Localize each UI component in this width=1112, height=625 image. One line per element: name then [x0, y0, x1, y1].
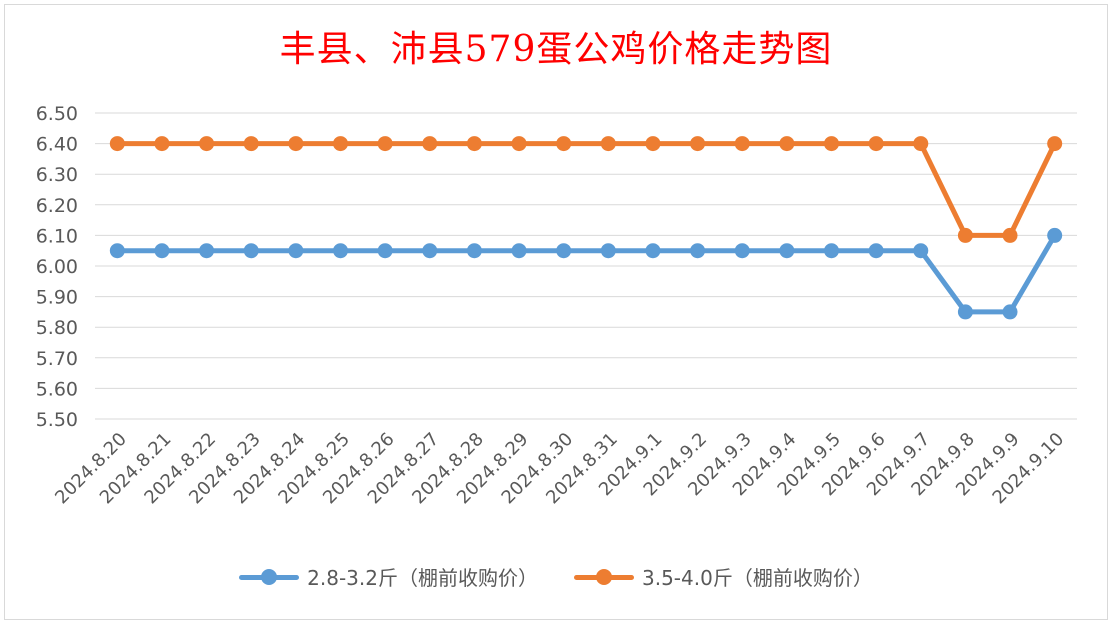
data-point-series-1: [957, 304, 973, 320]
y-tick-label: 5.80: [36, 317, 78, 339]
chart-title: 丰县、沛县579蛋公鸡价格走势图: [279, 29, 833, 70]
y-tick-label: 6.50: [36, 103, 78, 125]
series-line-2: [114, 141, 1058, 238]
data-point-series-1: [1047, 227, 1063, 243]
data-point-series-1: [377, 243, 393, 259]
data-point-series-1: [109, 243, 125, 259]
data-point-series-2: [199, 136, 215, 152]
data-point-series-1: [690, 243, 706, 259]
y-tick-label: 5.50: [36, 409, 78, 431]
data-point-series-1: [511, 243, 527, 259]
data-point-series-1: [154, 243, 170, 259]
y-tick-label: 5.70: [36, 348, 78, 370]
y-tick-label: 6.30: [36, 164, 78, 186]
data-point-series-2: [600, 136, 616, 152]
data-point-series-1: [422, 243, 438, 259]
data-point-series-1: [199, 243, 215, 259]
legend: 2.8-3.2斤（棚前收购价） 3.5-4.0斤（棚前收购价）: [0, 562, 1112, 591]
data-point-series-1: [1002, 304, 1018, 320]
y-tick-label: 5.90: [36, 287, 78, 309]
data-point-series-1: [868, 243, 884, 259]
data-point-series-2: [333, 136, 348, 152]
data-point-series-1: [333, 243, 348, 259]
y-tick-label: 6.00: [36, 256, 78, 278]
data-point-series-1: [243, 243, 259, 259]
data-point-series-2: [913, 136, 929, 152]
legend-label-series-2: 3.5-4.0斤（棚前收购价）: [642, 566, 873, 590]
data-point-series-1: [913, 243, 929, 259]
y-tick-label: 6.40: [36, 134, 78, 156]
data-point-series-2: [243, 136, 259, 152]
series-line-1: [114, 232, 1058, 315]
data-point-series-2: [1047, 136, 1063, 152]
data-point-series-2: [1002, 227, 1018, 243]
data-point-series-2: [957, 227, 973, 243]
chart-frame: [4, 4, 1108, 620]
legend-label-series-1: 2.8-3.2斤（棚前收购价）: [307, 566, 538, 590]
y-axis-ticks: 5.50 5.60 5.70 5.80 5.90 6.00 6.10 6.20 6.30 6.40…: [36, 103, 78, 431]
data-point-series-2: [288, 136, 304, 152]
data-point-series-1: [824, 243, 839, 259]
data-point-series-2: [824, 136, 839, 152]
data-point-series-2: [377, 136, 393, 152]
data-point-series-2: [645, 136, 661, 152]
data-point-series-1: [734, 243, 750, 259]
x-axis-ticks: 2024.8.202024.8.212024.8.222024.8.232024…: [51, 429, 1068, 509]
series-group: [109, 136, 1063, 320]
data-point-series-2: [556, 136, 572, 152]
data-point-series-2: [511, 136, 527, 152]
data-point-series-2: [690, 136, 706, 152]
legend-item-series-2: 3.5-4.0斤（棚前收购价）: [574, 562, 873, 591]
data-point-series-1: [645, 243, 661, 259]
data-point-series-1: [466, 243, 482, 259]
data-point-series-2: [868, 136, 884, 152]
data-point-series-1: [600, 243, 616, 259]
data-point-series-1: [779, 243, 795, 259]
data-point-series-2: [734, 136, 750, 152]
y-tick-label: 6.10: [36, 225, 78, 247]
y-tick-label: 6.20: [36, 195, 78, 217]
legend-swatch-series-2: [574, 567, 634, 587]
legend-item-series-1: 2.8-3.2斤（棚前收购价）: [239, 562, 538, 591]
data-point-series-2: [422, 136, 438, 152]
data-point-series-2: [779, 136, 795, 152]
data-point-series-1: [556, 243, 572, 259]
data-point-series-2: [466, 136, 482, 152]
data-point-series-2: [154, 136, 170, 152]
y-tick-label: 5.60: [36, 378, 78, 400]
legend-swatch-series-1: [239, 567, 300, 587]
data-point-series-1: [288, 243, 304, 259]
data-point-series-2: [109, 136, 125, 152]
